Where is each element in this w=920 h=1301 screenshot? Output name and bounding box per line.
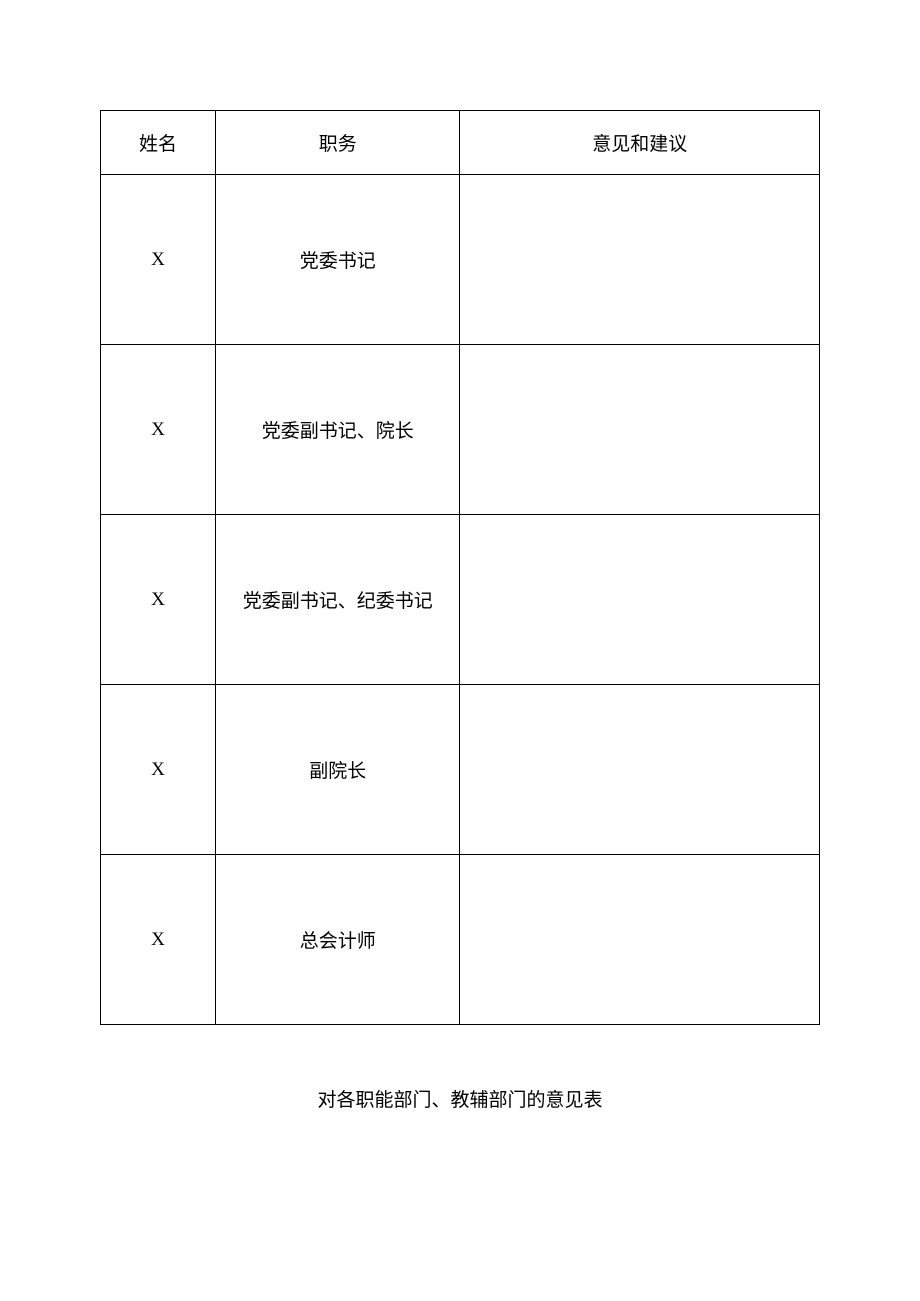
table-header-row: 姓名 职务 意见和建议 bbox=[101, 111, 820, 175]
cell-opinion bbox=[460, 175, 820, 345]
header-position: 职务 bbox=[216, 111, 460, 175]
header-opinion: 意见和建议 bbox=[460, 111, 820, 175]
cell-name: X bbox=[101, 515, 216, 685]
table-row: X 总会计师 bbox=[101, 855, 820, 1025]
table-row: X 党委书记 bbox=[101, 175, 820, 345]
cell-name: X bbox=[101, 175, 216, 345]
table-row: X 党委副书记、院长 bbox=[101, 345, 820, 515]
cell-opinion bbox=[460, 515, 820, 685]
header-name: 姓名 bbox=[101, 111, 216, 175]
cell-name: X bbox=[101, 685, 216, 855]
cell-position: 党委书记 bbox=[216, 175, 460, 345]
cell-position: 副院长 bbox=[216, 685, 460, 855]
cell-position: 党委副书记、纪委书记 bbox=[216, 515, 460, 685]
cell-name: X bbox=[101, 345, 216, 515]
cell-opinion bbox=[460, 345, 820, 515]
cell-opinion bbox=[460, 685, 820, 855]
table-row: X 副院长 bbox=[101, 685, 820, 855]
cell-name: X bbox=[101, 855, 216, 1025]
table-row: X 党委副书记、纪委书记 bbox=[101, 515, 820, 685]
opinion-table: 姓名 职务 意见和建议 X 党委书记 X 党委副书记、院长 X 党委副书记、纪委… bbox=[100, 110, 820, 1025]
cell-position: 总会计师 bbox=[216, 855, 460, 1025]
cell-opinion bbox=[460, 855, 820, 1025]
cell-position: 党委副书记、院长 bbox=[216, 345, 460, 515]
subtitle: 对各职能部门、教辅部门的意见表 bbox=[100, 1085, 820, 1112]
